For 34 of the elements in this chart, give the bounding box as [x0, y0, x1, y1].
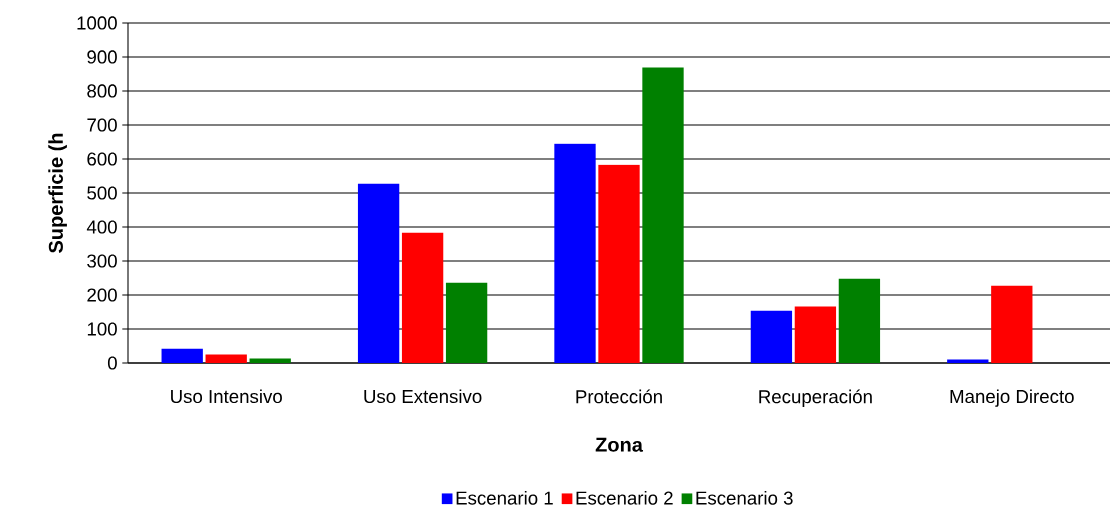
legend-label: Escenario 2	[576, 491, 673, 505]
bar	[598, 164, 640, 363]
bar	[554, 143, 596, 363]
y-tick-label: 900	[87, 50, 117, 64]
y-tick-label: 100	[87, 322, 117, 336]
x-tick-label: Protección	[576, 389, 662, 404]
x-tick-label: Uso Extensivo	[364, 389, 482, 404]
bar	[249, 358, 291, 363]
bar	[794, 306, 837, 363]
x-tick-label: Recuperación	[759, 389, 872, 408]
y-axis-title: Superficie (h	[48, 133, 67, 253]
bar	[161, 348, 203, 363]
x-tick-label: Manejo Directo	[950, 389, 1074, 407]
y-tick-label: 1000	[77, 16, 117, 30]
x-axis-title: Zona	[595, 437, 644, 452]
x-tick-label: Uso Intensivo	[171, 389, 282, 404]
bar	[205, 354, 247, 363]
bar	[357, 183, 400, 363]
y-tick-label: 500	[87, 186, 117, 200]
bar	[642, 67, 684, 363]
bar	[445, 282, 488, 363]
y-tick-label: 0	[107, 356, 117, 370]
y-tick-label: 300	[87, 254, 117, 268]
bar	[991, 285, 1033, 363]
legend-label: Escenario 3	[696, 491, 793, 505]
bar	[750, 310, 793, 363]
y-tick-label: 200	[87, 288, 117, 302]
bar	[401, 232, 444, 363]
legend-label: Escenario 1	[456, 491, 553, 505]
y-tick-label: 700	[87, 118, 117, 132]
y-tick-label: 600	[87, 152, 117, 166]
y-tick-label: 800	[87, 84, 117, 98]
bar	[838, 278, 881, 363]
y-tick-label: 400	[86, 220, 117, 234]
